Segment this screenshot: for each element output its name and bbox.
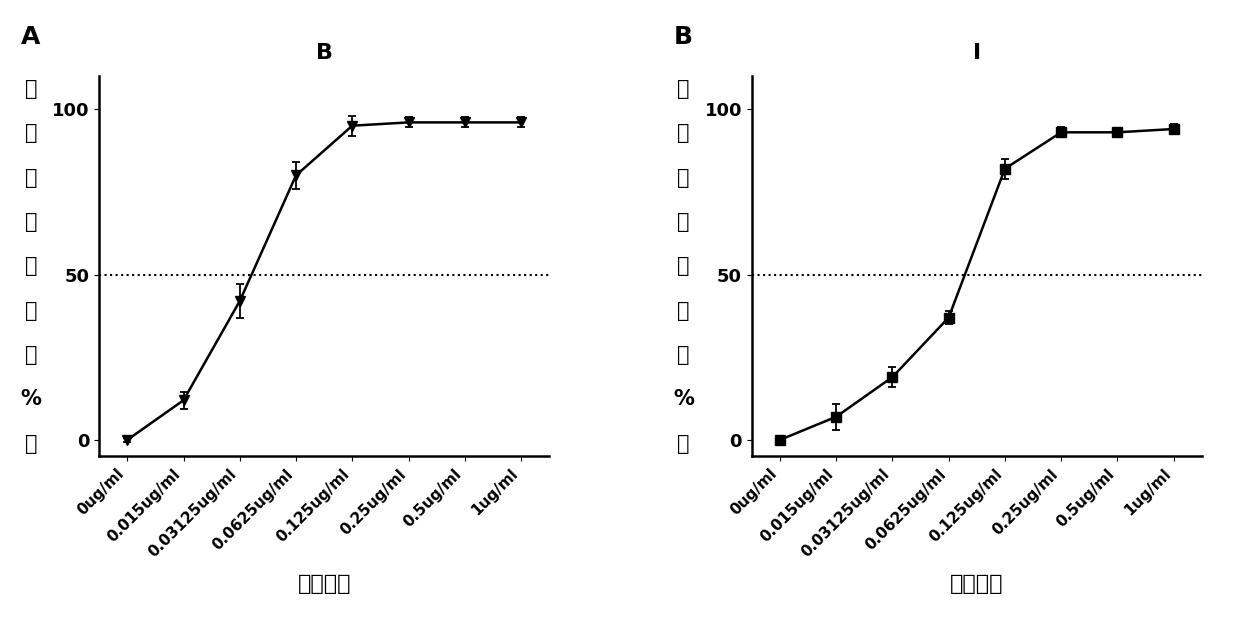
Text: A: A — [21, 25, 41, 49]
Text: （: （ — [25, 345, 37, 365]
Text: 率: 率 — [25, 301, 37, 321]
Text: 抗: 抗 — [25, 79, 37, 99]
Text: ）: ） — [25, 434, 37, 454]
Text: （: （ — [678, 345, 690, 365]
Text: 断: 断 — [25, 212, 37, 232]
Text: 阻: 阻 — [678, 167, 690, 188]
Text: 抗: 抗 — [678, 79, 690, 99]
Text: ）: ） — [678, 434, 690, 454]
Text: 效: 效 — [25, 256, 37, 276]
Text: 体: 体 — [25, 123, 37, 143]
X-axis label: 抗体浓度: 抗体浓度 — [950, 574, 1004, 594]
Text: B: B — [674, 25, 693, 49]
Text: 断: 断 — [678, 212, 690, 232]
Text: 效: 效 — [678, 256, 690, 276]
Text: %: % — [673, 389, 694, 410]
Title: B: B — [316, 43, 332, 63]
Text: 率: 率 — [678, 301, 690, 321]
Title: I: I — [973, 43, 981, 63]
Text: 阻: 阻 — [25, 167, 37, 188]
Text: %: % — [21, 389, 41, 410]
X-axis label: 抗体浓度: 抗体浓度 — [297, 574, 351, 594]
Text: 体: 体 — [678, 123, 690, 143]
